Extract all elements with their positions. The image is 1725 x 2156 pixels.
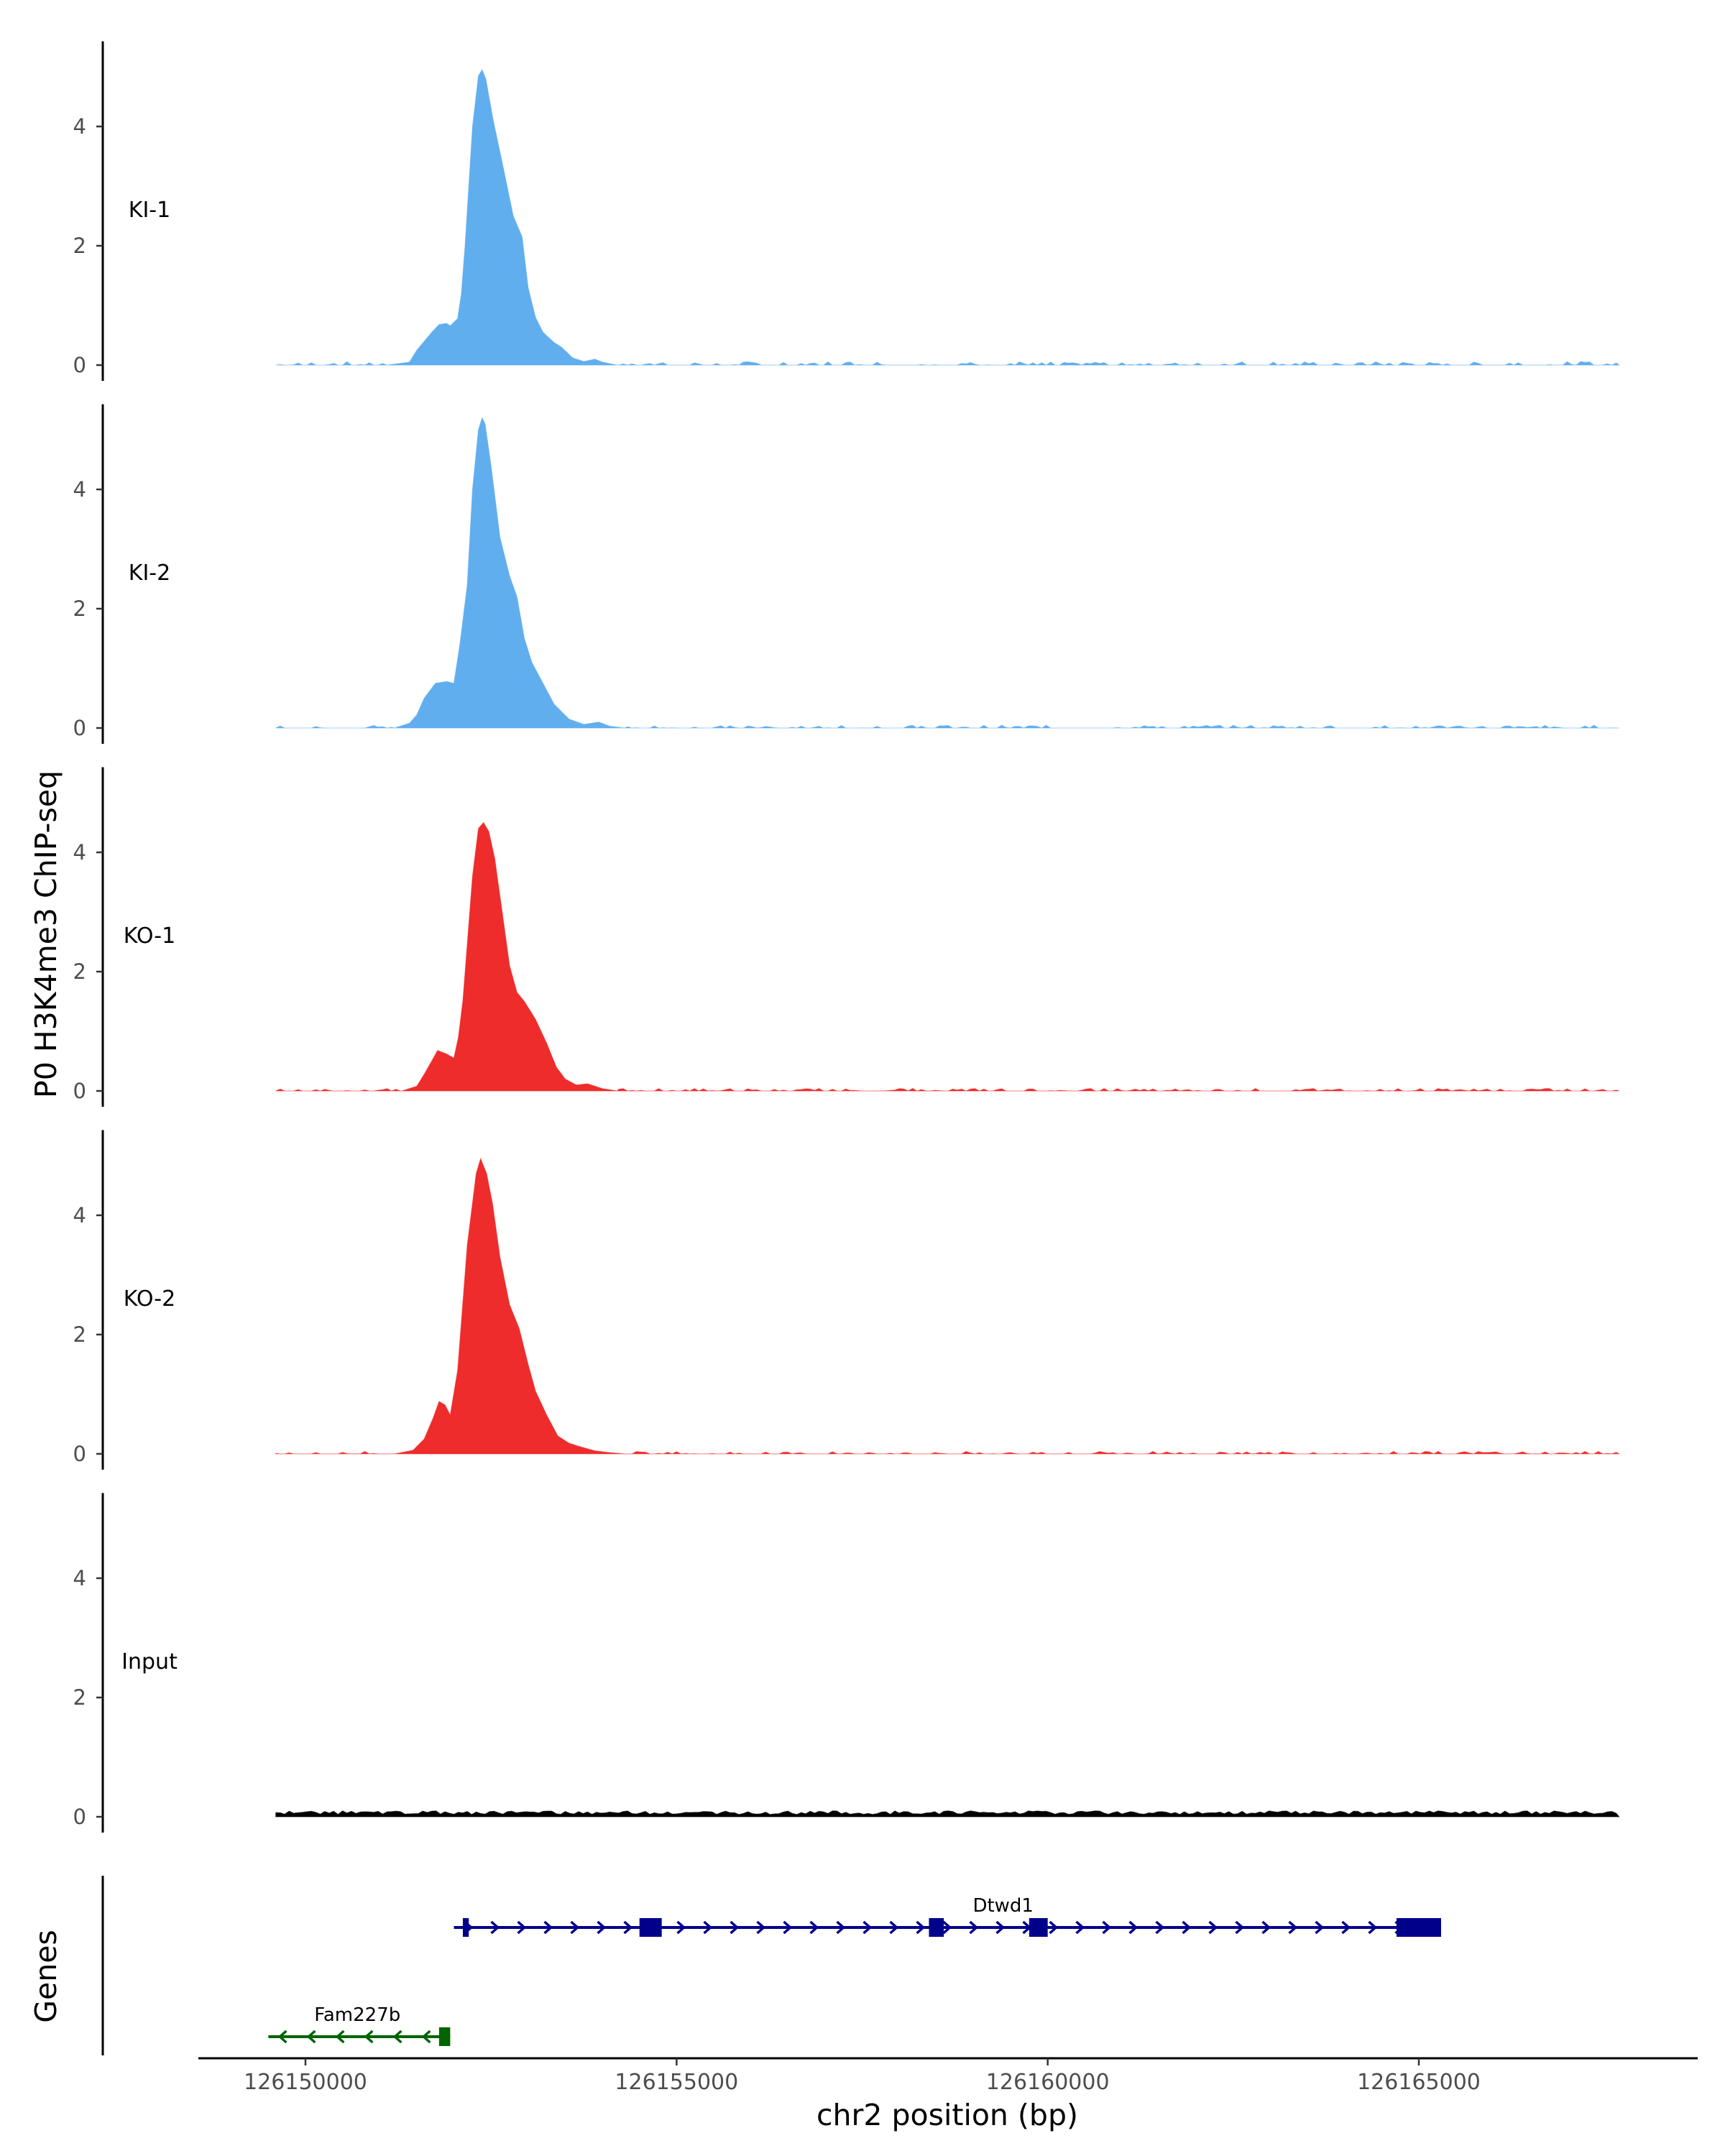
gene-dtwd1: Dtwd1 — [454, 1895, 1441, 1937]
y-tick-label: 4 — [73, 477, 86, 502]
x-tick-label: 126150000 — [244, 2070, 367, 2095]
track-ko-1: 0 2 4 KO-1 — [73, 767, 1619, 1107]
y-tick-label: 4 — [73, 840, 86, 865]
genes-axis-label: Genes — [29, 1930, 63, 2023]
strand-chevron — [1075, 1920, 1085, 1935]
strand-chevron — [862, 1920, 873, 1935]
strand-chevron — [490, 1920, 500, 1935]
track-label: KI-2 — [129, 561, 170, 586]
x-axis-label: chr2 position (bp) — [816, 2098, 1078, 2132]
exon-block — [438, 2027, 451, 2046]
strand-chevron — [783, 1920, 793, 1935]
gene-name-label: Dtwd1 — [972, 1895, 1034, 1917]
y-tick-label: 0 — [73, 353, 86, 377]
signal-area — [275, 1157, 1620, 1455]
strand-chevron — [597, 1920, 607, 1935]
strand-chevron — [364, 2030, 374, 2044]
x-axis: 126150000 126155000 126160000 126165000 — [198, 2057, 1698, 2095]
exon-block — [462, 1918, 469, 1937]
strand-chevron — [1208, 1920, 1218, 1935]
y-axis-label: P0 H3K4me3 ChIP-seq — [29, 770, 63, 1098]
y-tick-label: 2 — [73, 596, 86, 621]
strand-chevron — [277, 2030, 288, 2044]
y-tick-label: 2 — [73, 959, 86, 984]
x-tick-label: 126165000 — [1357, 2070, 1481, 2095]
y-tick-label: 4 — [73, 1203, 86, 1227]
track-label: KI-1 — [129, 198, 170, 223]
track-ki-2: 0 2 4 KI-2 — [73, 404, 1619, 744]
y-tick-label: 2 — [73, 1322, 86, 1347]
exon-block — [639, 1918, 662, 1937]
y-tick-label: 0 — [73, 1079, 86, 1103]
strand-chevron — [517, 1920, 527, 1935]
strand-chevron — [1182, 1920, 1192, 1935]
track-input: 0 2 4 Input — [73, 1493, 1620, 1833]
strand-chevron — [570, 1920, 580, 1935]
signal-area — [275, 821, 1619, 1092]
exon-block — [929, 1918, 944, 1937]
signal-area — [275, 1810, 1620, 1818]
strand-chevron — [995, 1920, 1006, 1935]
gene-name-label: Fam227b — [314, 2004, 400, 2026]
gene-track: Dtwd1 Fam227b — [101, 1876, 1441, 2055]
y-tick-label: 0 — [73, 1442, 86, 1466]
strand-chevron — [543, 1920, 553, 1935]
strand-chevron — [1102, 1920, 1112, 1935]
strand-chevron — [730, 1920, 740, 1935]
x-tick-label: 126160000 — [986, 2070, 1110, 2095]
strand-chevron — [1155, 1920, 1165, 1935]
x-tick-label: 126155000 — [615, 2070, 738, 2095]
y-tick-label: 2 — [73, 1685, 86, 1710]
track-label: KO-2 — [124, 1286, 175, 1312]
track-ki-1: 0 2 4 KI-1 — [73, 41, 1621, 381]
y-tick-label: 0 — [73, 1805, 86, 1829]
strand-chevron — [1315, 1920, 1325, 1935]
strand-chevron — [1049, 1920, 1059, 1935]
strand-chevron — [623, 1920, 633, 1935]
strand-chevron — [809, 1920, 819, 1935]
exon-block — [1029, 1918, 1048, 1937]
y-tick-label: 4 — [73, 114, 86, 139]
gene-fam227b: Fam227b — [268, 2004, 451, 2046]
strand-chevron — [392, 2030, 402, 2044]
strand-chevron — [676, 1920, 686, 1935]
signal-area — [275, 417, 1619, 729]
signal-area — [275, 69, 1621, 366]
strand-chevron — [703, 1920, 713, 1935]
strand-chevron — [421, 2030, 431, 2044]
strand-chevron — [1261, 1920, 1271, 1935]
strand-chevron — [335, 2030, 345, 2044]
strand-chevron — [306, 2030, 316, 2044]
track-ko-2: 0 2 4 KO-2 — [73, 1130, 1620, 1470]
strand-chevron — [836, 1920, 846, 1935]
strand-chevron — [1235, 1920, 1245, 1935]
strand-chevron — [1368, 1920, 1378, 1935]
y-tick-label: 2 — [73, 234, 86, 258]
strand-chevron — [756, 1920, 766, 1935]
signal-tracks: 0 2 4 KI-1 0 2 4 KI-2 0 2 4 KO-1 0 2 4 KO-2 0 2 4 Input — [73, 41, 1621, 1833]
strand-chevron — [942, 1920, 952, 1935]
strand-chevron — [1128, 1920, 1138, 1935]
exon-block — [1397, 1918, 1441, 1937]
strand-chevron — [1288, 1920, 1298, 1935]
strand-chevron — [916, 1920, 926, 1935]
strand-chevron — [969, 1920, 979, 1935]
y-tick-label: 4 — [73, 1566, 86, 1590]
y-tick-label: 0 — [73, 716, 86, 740]
strand-chevron — [889, 1920, 899, 1935]
track-label: KO-1 — [124, 923, 175, 949]
track-label: Input — [121, 1649, 178, 1674]
strand-chevron — [1341, 1920, 1351, 1935]
